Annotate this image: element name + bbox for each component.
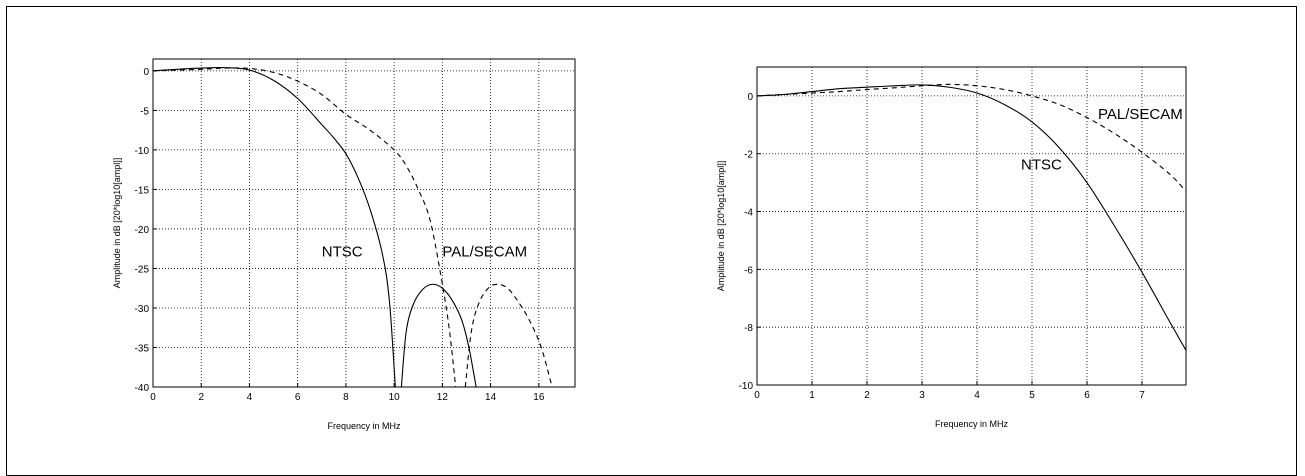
annotation-palsecam: PAL/SECAM: [442, 244, 527, 261]
series-line-palsecam-dashed: [153, 67, 457, 387]
x-tick-label: 6: [1084, 390, 1090, 401]
y-tick-label: -35: [135, 343, 150, 354]
x-tick-label: 1: [809, 390, 815, 401]
x-tick-label: 4: [974, 390, 980, 401]
series-group: [153, 67, 553, 387]
plot-area-border: [152, 58, 576, 388]
y-tick-label: -6: [744, 265, 753, 276]
x-tick-label: 7: [1139, 390, 1145, 401]
annotation-ntsc: NTSC: [322, 244, 363, 261]
chart-2: 0 1 2 3 4 5 6 7 0 -2 -4 -6 -8 -10 Frequency in MHz Ampl…: [716, 66, 1187, 429]
y-tick-label: -5: [140, 106, 149, 117]
x-tick-label: 3: [919, 390, 925, 401]
x-tick-label: 0: [754, 390, 760, 401]
chart-1: 0 2 4 6 8 10 12 14 16 0 -5 -10 -15 -20 -25 -30 -35 -40 Fre…: [112, 58, 576, 431]
x-axis-label: Frequency in MHz: [935, 419, 1009, 429]
x-tick-label: 2: [198, 392, 204, 403]
x-tick-label: 12: [437, 392, 449, 403]
y-tick-label: -10: [135, 146, 150, 157]
series-group: [757, 83, 1186, 351]
series-line-ntsc-solid: [757, 84, 1186, 351]
plot-area-border: [756, 66, 1187, 386]
annotation-palsecam: PAL/SECAM: [1098, 106, 1183, 123]
series-line-ntsc-solid: [400, 283, 477, 387]
y-axis-label: Amplitude in dB [20*log10[ampl]]: [716, 161, 726, 292]
x-tick-label: 8: [343, 392, 349, 403]
charts-canvas: 0 2 4 6 8 10 12 14 160-5-10-15-20-25-30-35-40Fre…: [112, 58, 1187, 431]
y-tick-label: -2: [744, 150, 753, 161]
y-tick-label: -4: [744, 208, 753, 219]
y-tick-label: -8: [744, 323, 753, 334]
y-tick-label: -20: [135, 225, 150, 236]
y-tick-label: 0: [747, 92, 753, 103]
x-tick-label: 4: [247, 392, 253, 403]
x-tick-label: 14: [485, 392, 497, 403]
x-tick-label: 0: [150, 392, 156, 403]
x-tick-label: 10: [389, 392, 401, 403]
x-tick-label: 6: [295, 392, 301, 403]
series-line-palsecam-dashed: [464, 283, 553, 387]
y-tick-label: -25: [135, 264, 150, 275]
y-tick-label: 0: [143, 67, 149, 78]
x-tick-label: 16: [533, 392, 545, 403]
x-axis-label: Frequency in MHz: [327, 421, 401, 431]
annotation-ntsc: NTSC: [1021, 157, 1062, 174]
series-line-ntsc-solid: [153, 67, 396, 387]
x-tick-label: 2: [864, 390, 870, 401]
y-tick-label: -10: [739, 381, 754, 392]
y-tick-label: -30: [135, 304, 150, 315]
series-line-palsecam-dashed: [757, 83, 1186, 192]
y-tick-label: -40: [135, 383, 150, 394]
x-tick-label: 5: [1029, 390, 1035, 401]
y-tick-label: -15: [135, 185, 150, 196]
y-axis-label: Amplitude in dB [20*log10[ampl]]: [112, 158, 122, 289]
